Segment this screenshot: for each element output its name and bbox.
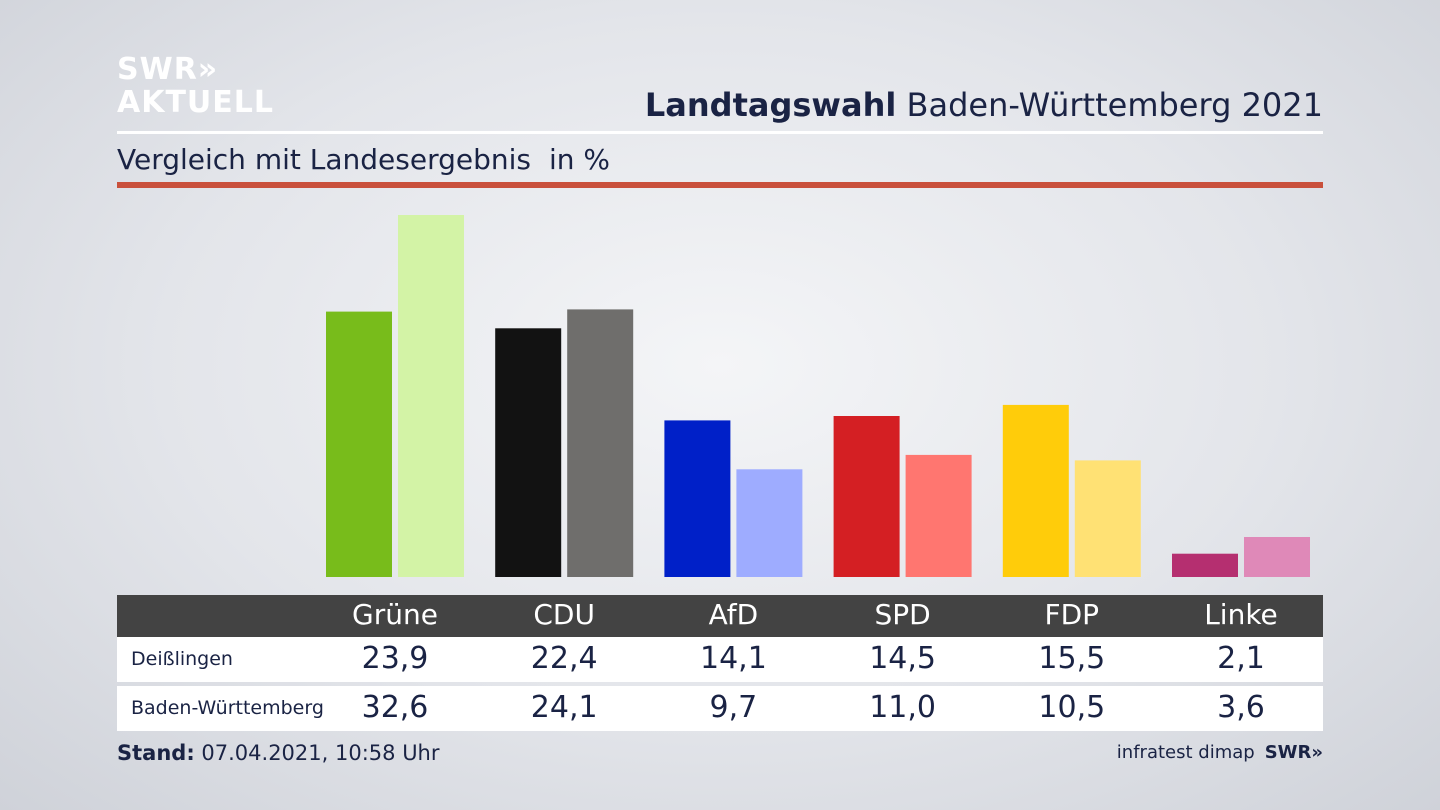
bar-cdu-baden-wuerttemberg xyxy=(567,309,634,577)
value-fdp-baden-wuerttemberg: 10,5 xyxy=(1038,690,1106,725)
value-linke-deisslingen: 2,1 xyxy=(1217,641,1265,676)
accent-rule xyxy=(117,182,1323,188)
value-cdu-baden-wuerttemberg: 24,1 xyxy=(530,690,598,725)
swr-aktuell-logo: SWR» AKTUELL xyxy=(117,55,274,118)
value-gruene-deisslingen: 23,9 xyxy=(361,641,429,676)
value-afd-baden-wuerttemberg: 9,7 xyxy=(709,690,758,725)
value-gruene-baden-wuerttemberg: 32,6 xyxy=(361,690,429,725)
subtitle-unit: in % xyxy=(548,143,611,176)
title-rest: Baden-Württemberg 2021 xyxy=(906,86,1324,124)
table-row-deisslingen: Deißlingen 23,9 22,4 14,1 14,5 15,5 2,1 xyxy=(117,637,1323,682)
stand-value: 07.04.2021, 10:58 Uhr xyxy=(201,741,440,765)
value-fdp-deisslingen: 15,5 xyxy=(1038,641,1106,676)
source-text: infratest dimap xyxy=(1116,742,1255,763)
title-bold: Landtagswahl xyxy=(644,86,897,124)
row-label-deisslingen: Deißlingen xyxy=(131,648,233,670)
page-title: Landtagswahl Baden-Württemberg 2021 xyxy=(645,86,1323,124)
chart-subtitle: Vergleich mit Landesergebnis in % xyxy=(117,143,610,176)
logo-line-swr: SWR» xyxy=(117,52,219,87)
bar-cdu-deisslingen xyxy=(495,328,562,577)
column-header-linke: Linke xyxy=(1204,598,1278,631)
bar-chart xyxy=(326,215,1310,577)
table-row-baden-wuerttemberg: Baden-Württemberg 32,6 24,1 9,7 11,0 10,5 3,6 xyxy=(117,686,1323,731)
bar-linke-baden-wuerttemberg xyxy=(1244,537,1310,577)
table-header-row: Grüne CDU AfD SPD FDP Linke xyxy=(117,595,1323,637)
column-header-fdp: FDP xyxy=(1044,598,1100,631)
bar-gruene-baden-wuerttemberg xyxy=(398,215,464,577)
bar-afd-deisslingen xyxy=(664,420,731,577)
column-header-spd: SPD xyxy=(874,598,931,631)
value-cdu-deisslingen: 22,4 xyxy=(530,641,598,676)
title-divider xyxy=(117,131,1323,134)
bar-linke-deisslingen xyxy=(1172,553,1238,577)
value-linke-baden-wuerttemberg: 3,6 xyxy=(1217,690,1265,725)
swr-brand-logo: SWR» xyxy=(1264,742,1323,763)
value-afd-deisslingen: 14,1 xyxy=(699,641,767,676)
bar-fdp-baden-wuerttemberg xyxy=(1074,460,1141,577)
bar-spd-baden-wuerttemberg xyxy=(905,454,972,577)
subtitle-text: Vergleich mit Landesergebnis xyxy=(117,143,531,176)
column-header-afd: AfD xyxy=(708,598,759,631)
row-label-baden-wuerttemberg: Baden-Württemberg xyxy=(131,697,324,719)
bar-fdp-deisslingen xyxy=(1002,404,1069,577)
column-header-cdu: CDU xyxy=(533,598,595,631)
bar-gruene-deisslingen xyxy=(326,311,392,577)
logo-line-aktuell: AKTUELL xyxy=(117,85,275,120)
value-spd-deisslingen: 14,5 xyxy=(869,641,936,676)
stand-label: Stand: xyxy=(117,741,195,765)
timestamp: Stand: 07.04.2021, 10:58 Uhr xyxy=(117,741,440,765)
value-spd-baden-wuerttemberg: 11,0 xyxy=(869,690,936,725)
bar-spd-deisslingen xyxy=(833,416,900,577)
source-credit: infratest dimap SWR» xyxy=(1117,742,1323,763)
column-header-gruene: Grüne xyxy=(352,598,438,631)
bar-afd-baden-wuerttemberg xyxy=(736,469,803,577)
